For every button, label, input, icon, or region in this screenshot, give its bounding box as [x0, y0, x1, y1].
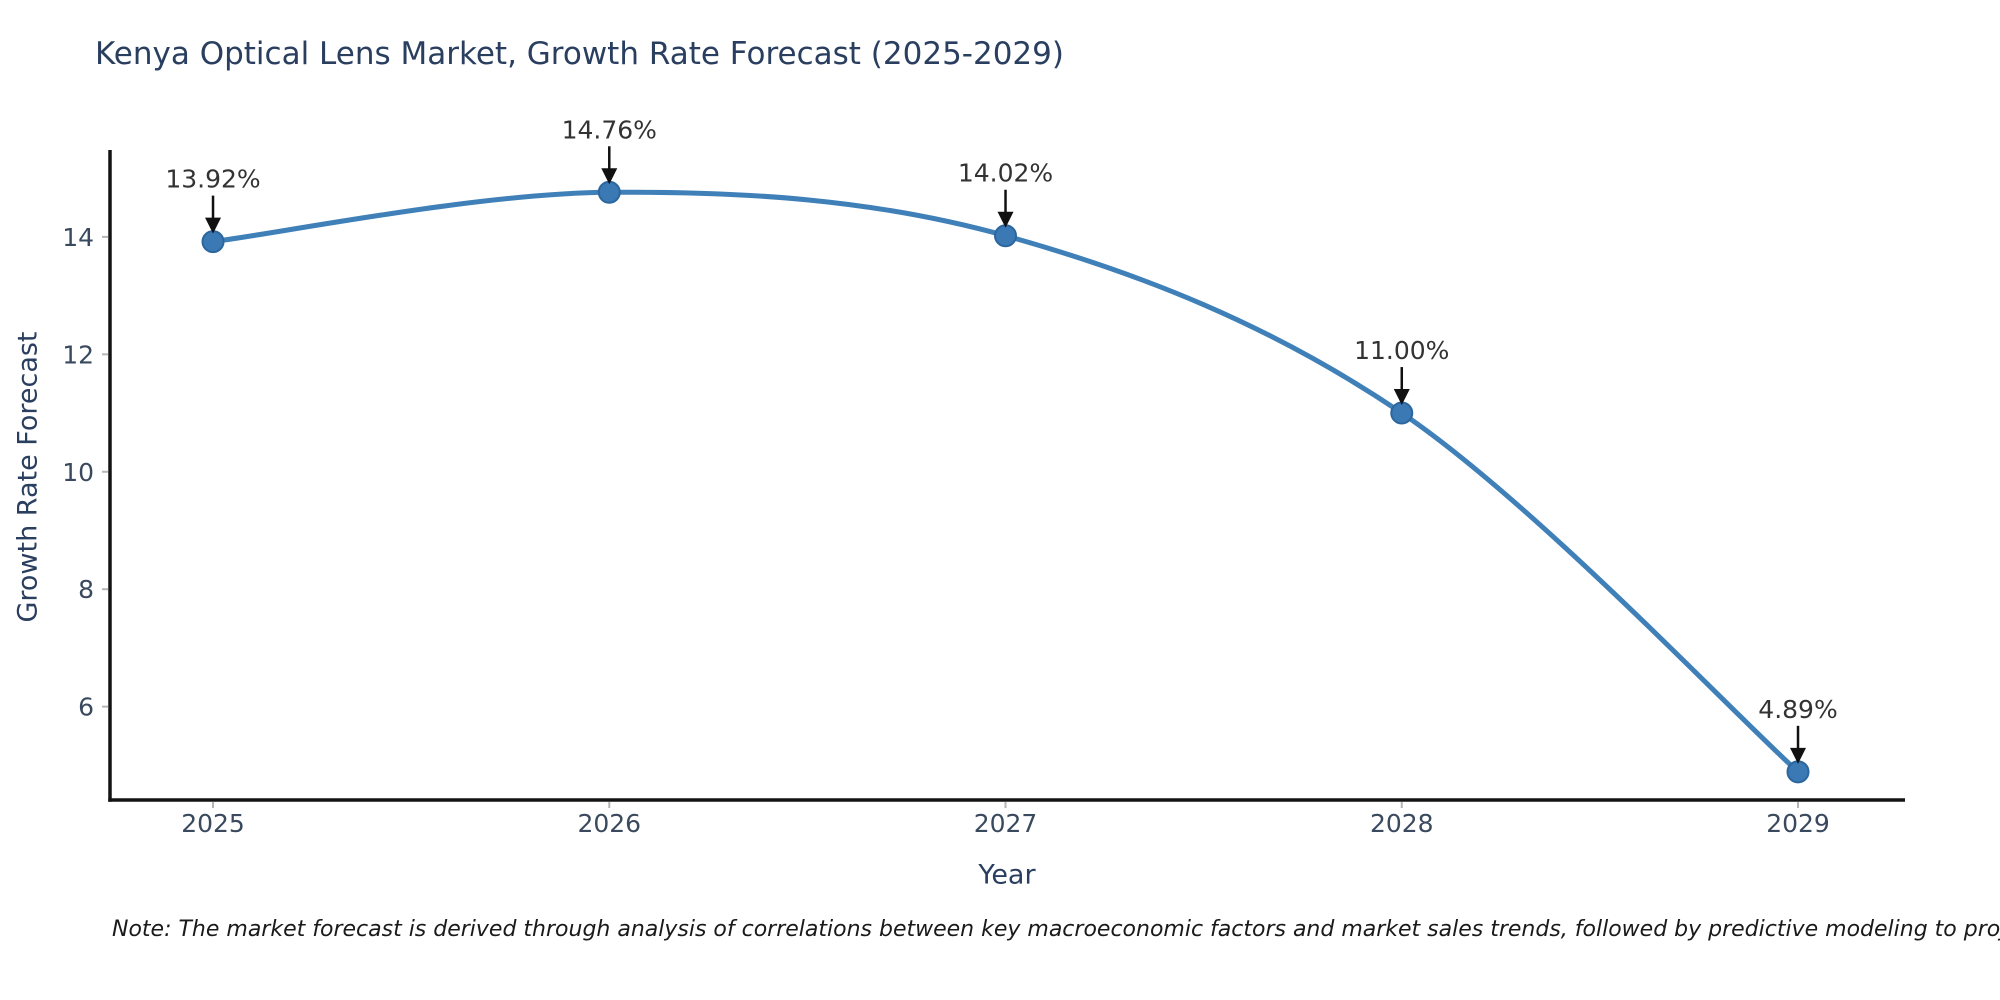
y-tick-label: 10 — [62, 458, 94, 487]
data-point-marker — [994, 224, 1018, 248]
data-point-marker — [597, 180, 621, 204]
chart-title: Kenya Optical Lens Market, Growth Rate F… — [95, 36, 1064, 72]
annotation-arrow-head — [601, 168, 618, 185]
x-tick-label: 2028 — [1370, 809, 1434, 838]
data-point-label: 13.92% — [165, 165, 260, 194]
footnote: Note: The market forecast is derived thr… — [112, 917, 2000, 942]
y-tick-label: 12 — [62, 340, 94, 369]
x-tick-label: 2027 — [974, 809, 1038, 838]
annotation-arrow-head — [1790, 747, 1807, 764]
data-point-marker — [1786, 760, 1810, 784]
y-tick-label: 8 — [78, 575, 94, 604]
x-tick-label: 2029 — [1766, 809, 1830, 838]
x-tick-label: 2026 — [577, 809, 641, 838]
data-point-label: 11.00% — [1354, 336, 1449, 365]
annotation-arrow-head — [997, 211, 1014, 228]
y-tick-label: 14 — [62, 223, 94, 252]
y-tick-label: 6 — [78, 693, 94, 722]
x-axis-title: Year — [978, 859, 1036, 891]
annotation-arrow-head — [1393, 389, 1410, 406]
data-point-marker — [201, 230, 225, 254]
x-tick-label: 2025 — [181, 809, 245, 838]
data-point-label: 14.76% — [562, 115, 657, 144]
data-line — [210, 189, 1801, 775]
data-point-label: 14.02% — [958, 159, 1053, 188]
data-point-label: 4.89% — [1758, 695, 1837, 724]
annotation-arrow-head — [205, 217, 222, 234]
data-point-marker — [1390, 401, 1414, 425]
